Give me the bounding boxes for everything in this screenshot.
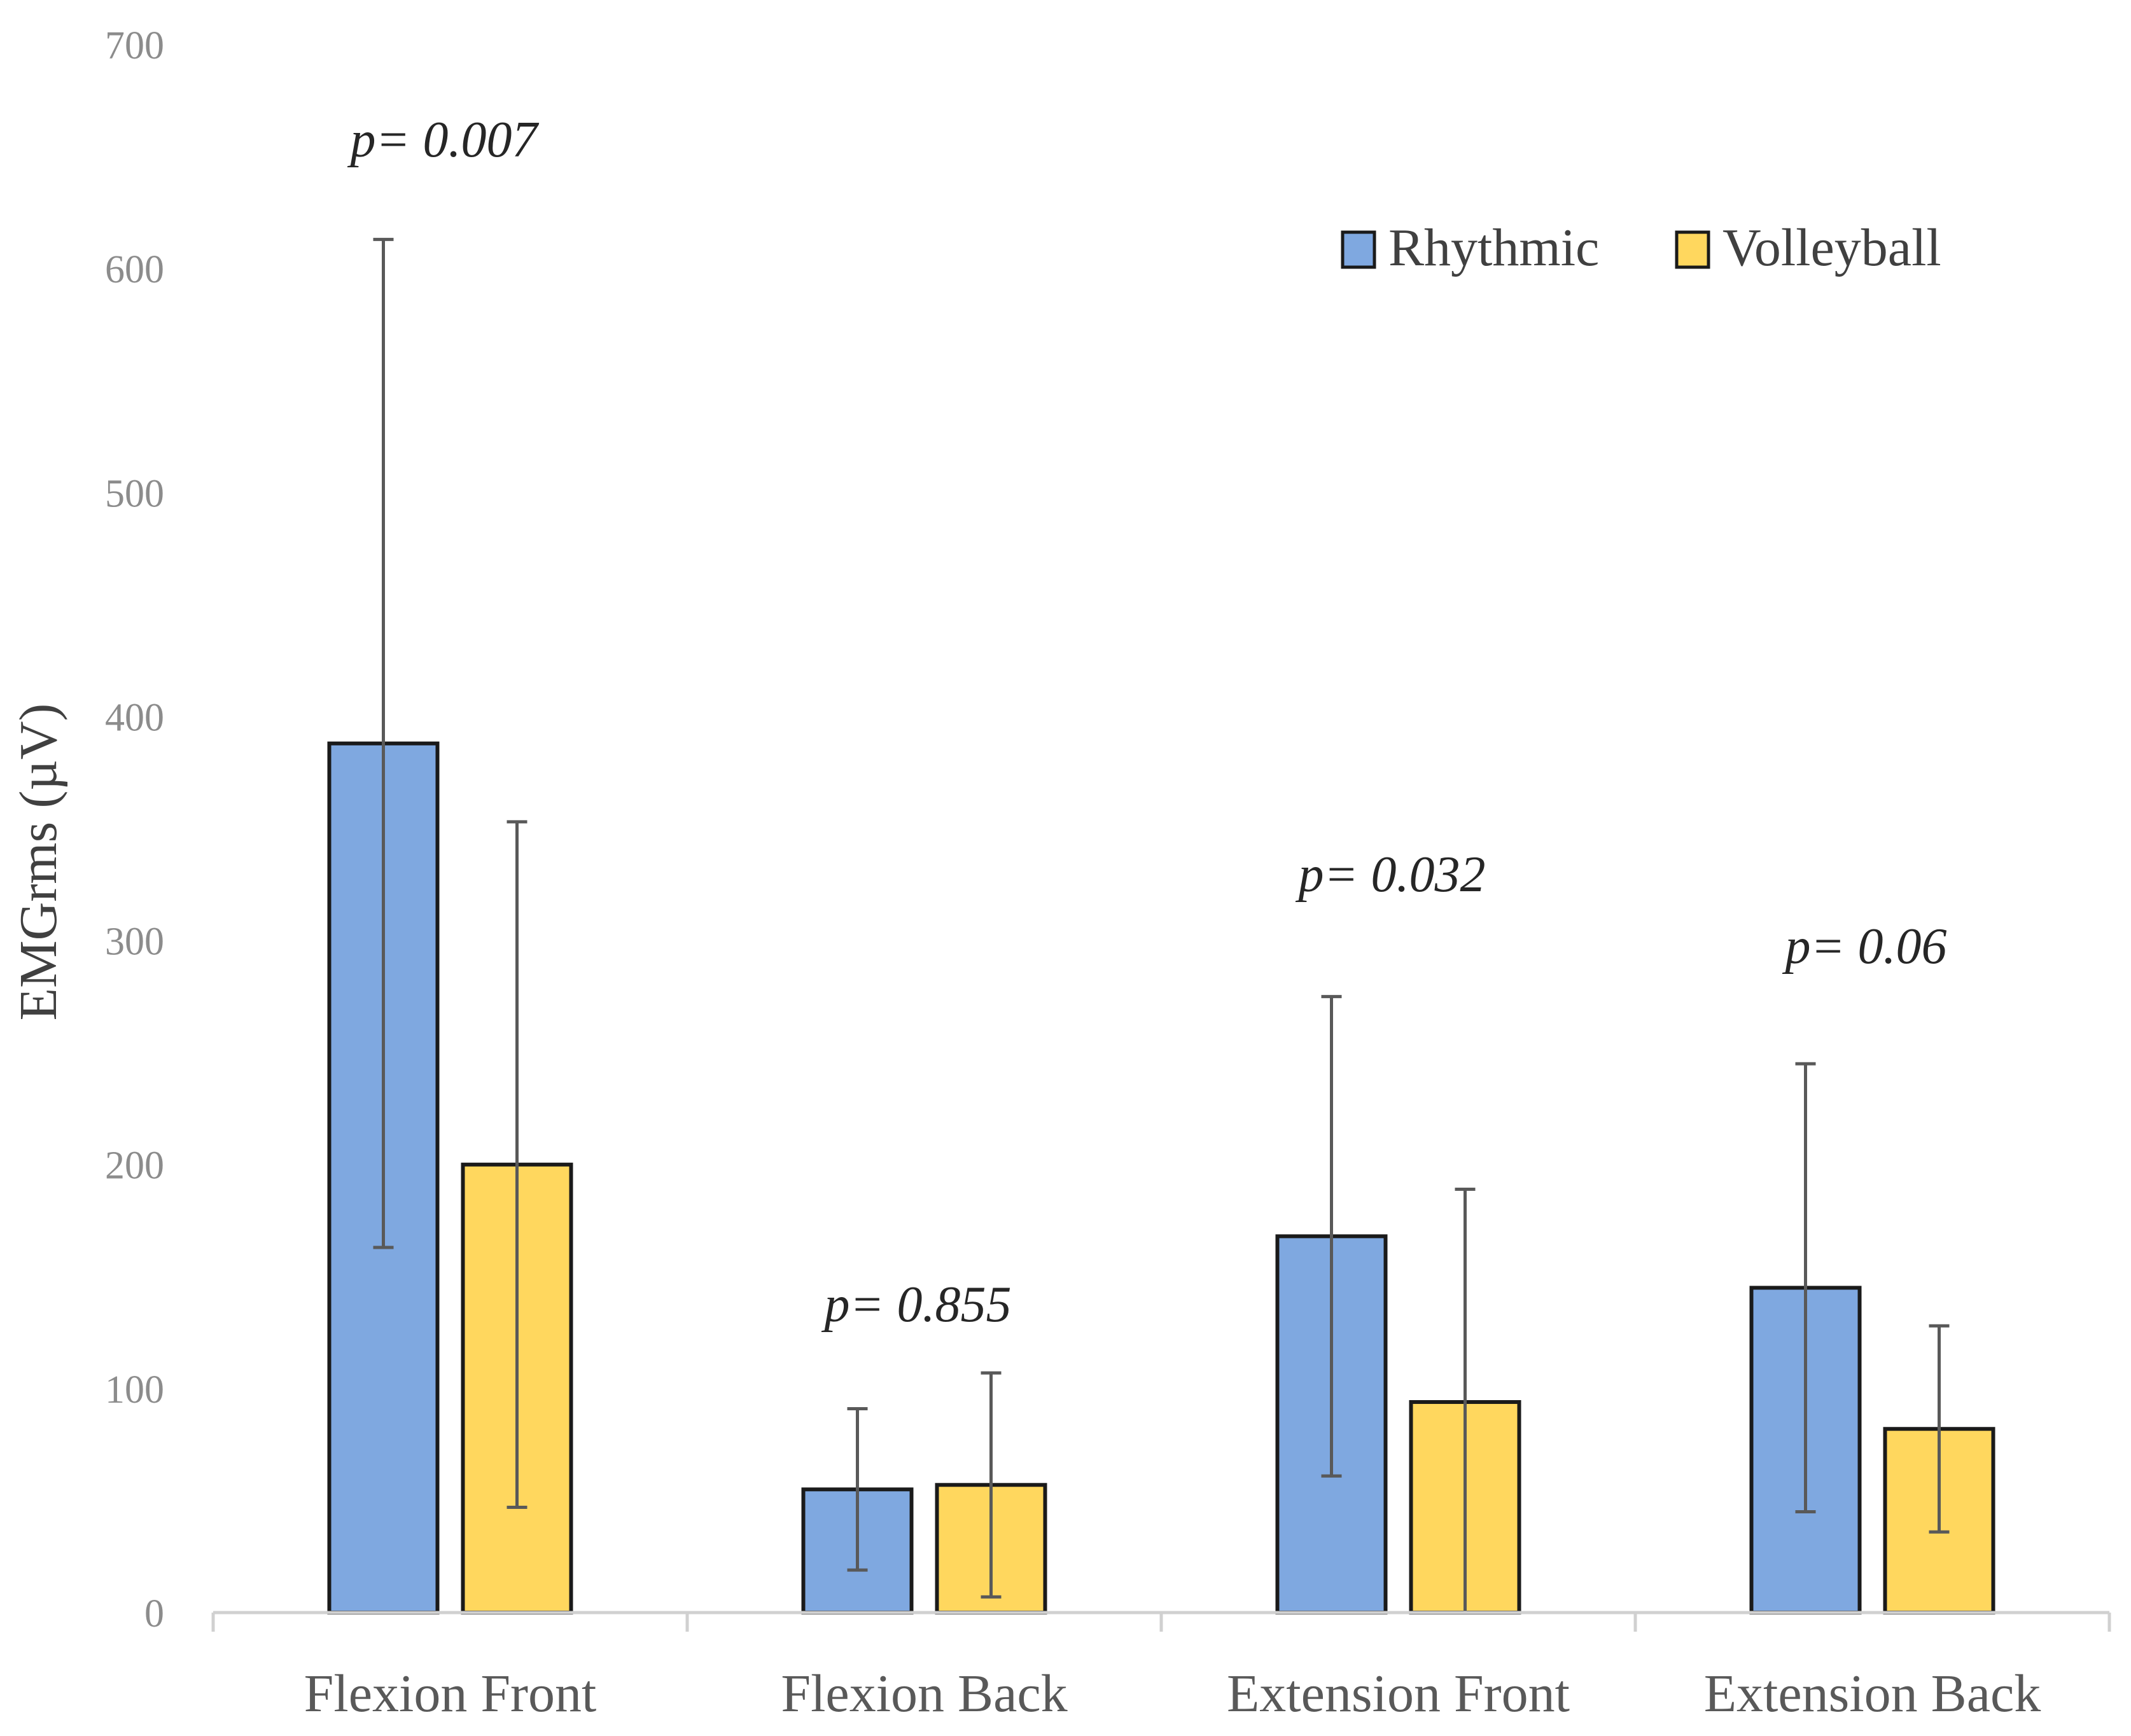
category-label-extension-back: Extension Back (1704, 1664, 2041, 1723)
category-labels: Flexion Front Flexion Back Extension Front… (304, 1664, 2041, 1723)
x-axis (211, 1611, 2111, 1632)
error-bar-rhythmic-flexion-front (373, 237, 394, 1249)
y-tick-label-500: 500 (105, 472, 164, 515)
legend-label-volleyball: Volleyball (1722, 218, 1941, 277)
error-bar-volleyball-flexion-back (981, 1371, 1002, 1599)
y-tick-label-400: 400 (105, 696, 164, 739)
y-axis-ticks: 0 100 200 300 400 500 600 700 (105, 24, 164, 1635)
error-bar-volleyball-flexion-front (507, 820, 528, 1509)
y-tick-label-200: 200 (105, 1144, 164, 1188)
p-value-flexion-front: p= 0.007 (347, 112, 540, 168)
legend-item-rhythmic: Rhythmic (1341, 218, 1599, 277)
y-axis-title: EMGrms (µV) (9, 704, 68, 1021)
y-tick-label-600: 600 (105, 248, 164, 291)
category-label-flexion-back: Flexion Back (781, 1664, 1067, 1723)
bars-group (327, 741, 1995, 1615)
legend-item-volleyball: Volleyball (1675, 218, 1941, 277)
y-tick-label-100: 100 (105, 1368, 164, 1412)
y-tick-label-300: 300 (105, 920, 164, 964)
p-value-extension-front: p= 0.032 (1296, 847, 1486, 903)
legend: Rhythmic Volleyball (1341, 218, 1941, 277)
error-bars-group (373, 237, 1950, 1614)
error-bar-rhythmic-flexion-back (847, 1407, 868, 1572)
legend-swatch-rhythmic (1341, 230, 1376, 269)
y-tick-label-700: 700 (105, 24, 164, 67)
p-value-extension-back: p= 0.06 (1782, 919, 1947, 975)
p-value-flexion-back: p= 0.855 (821, 1277, 1012, 1333)
error-bar-rhythmic-extension-back (1795, 1062, 1816, 1514)
legend-swatch-volleyball (1675, 230, 1710, 269)
category-label-flexion-front: Flexion Front (304, 1664, 597, 1723)
legend-label-rhythmic: Rhythmic (1388, 218, 1599, 277)
error-bar-rhythmic-extension-front (1321, 995, 1342, 1478)
category-label-extension-front: Extension Front (1227, 1664, 1570, 1723)
p-value-annotations: p= 0.007 p= 0.855 p= 0.032 p= 0.06 (347, 112, 1947, 1333)
error-bar-volleyball-extension-back (1929, 1324, 1950, 1534)
y-tick-label-0: 0 (144, 1592, 164, 1635)
